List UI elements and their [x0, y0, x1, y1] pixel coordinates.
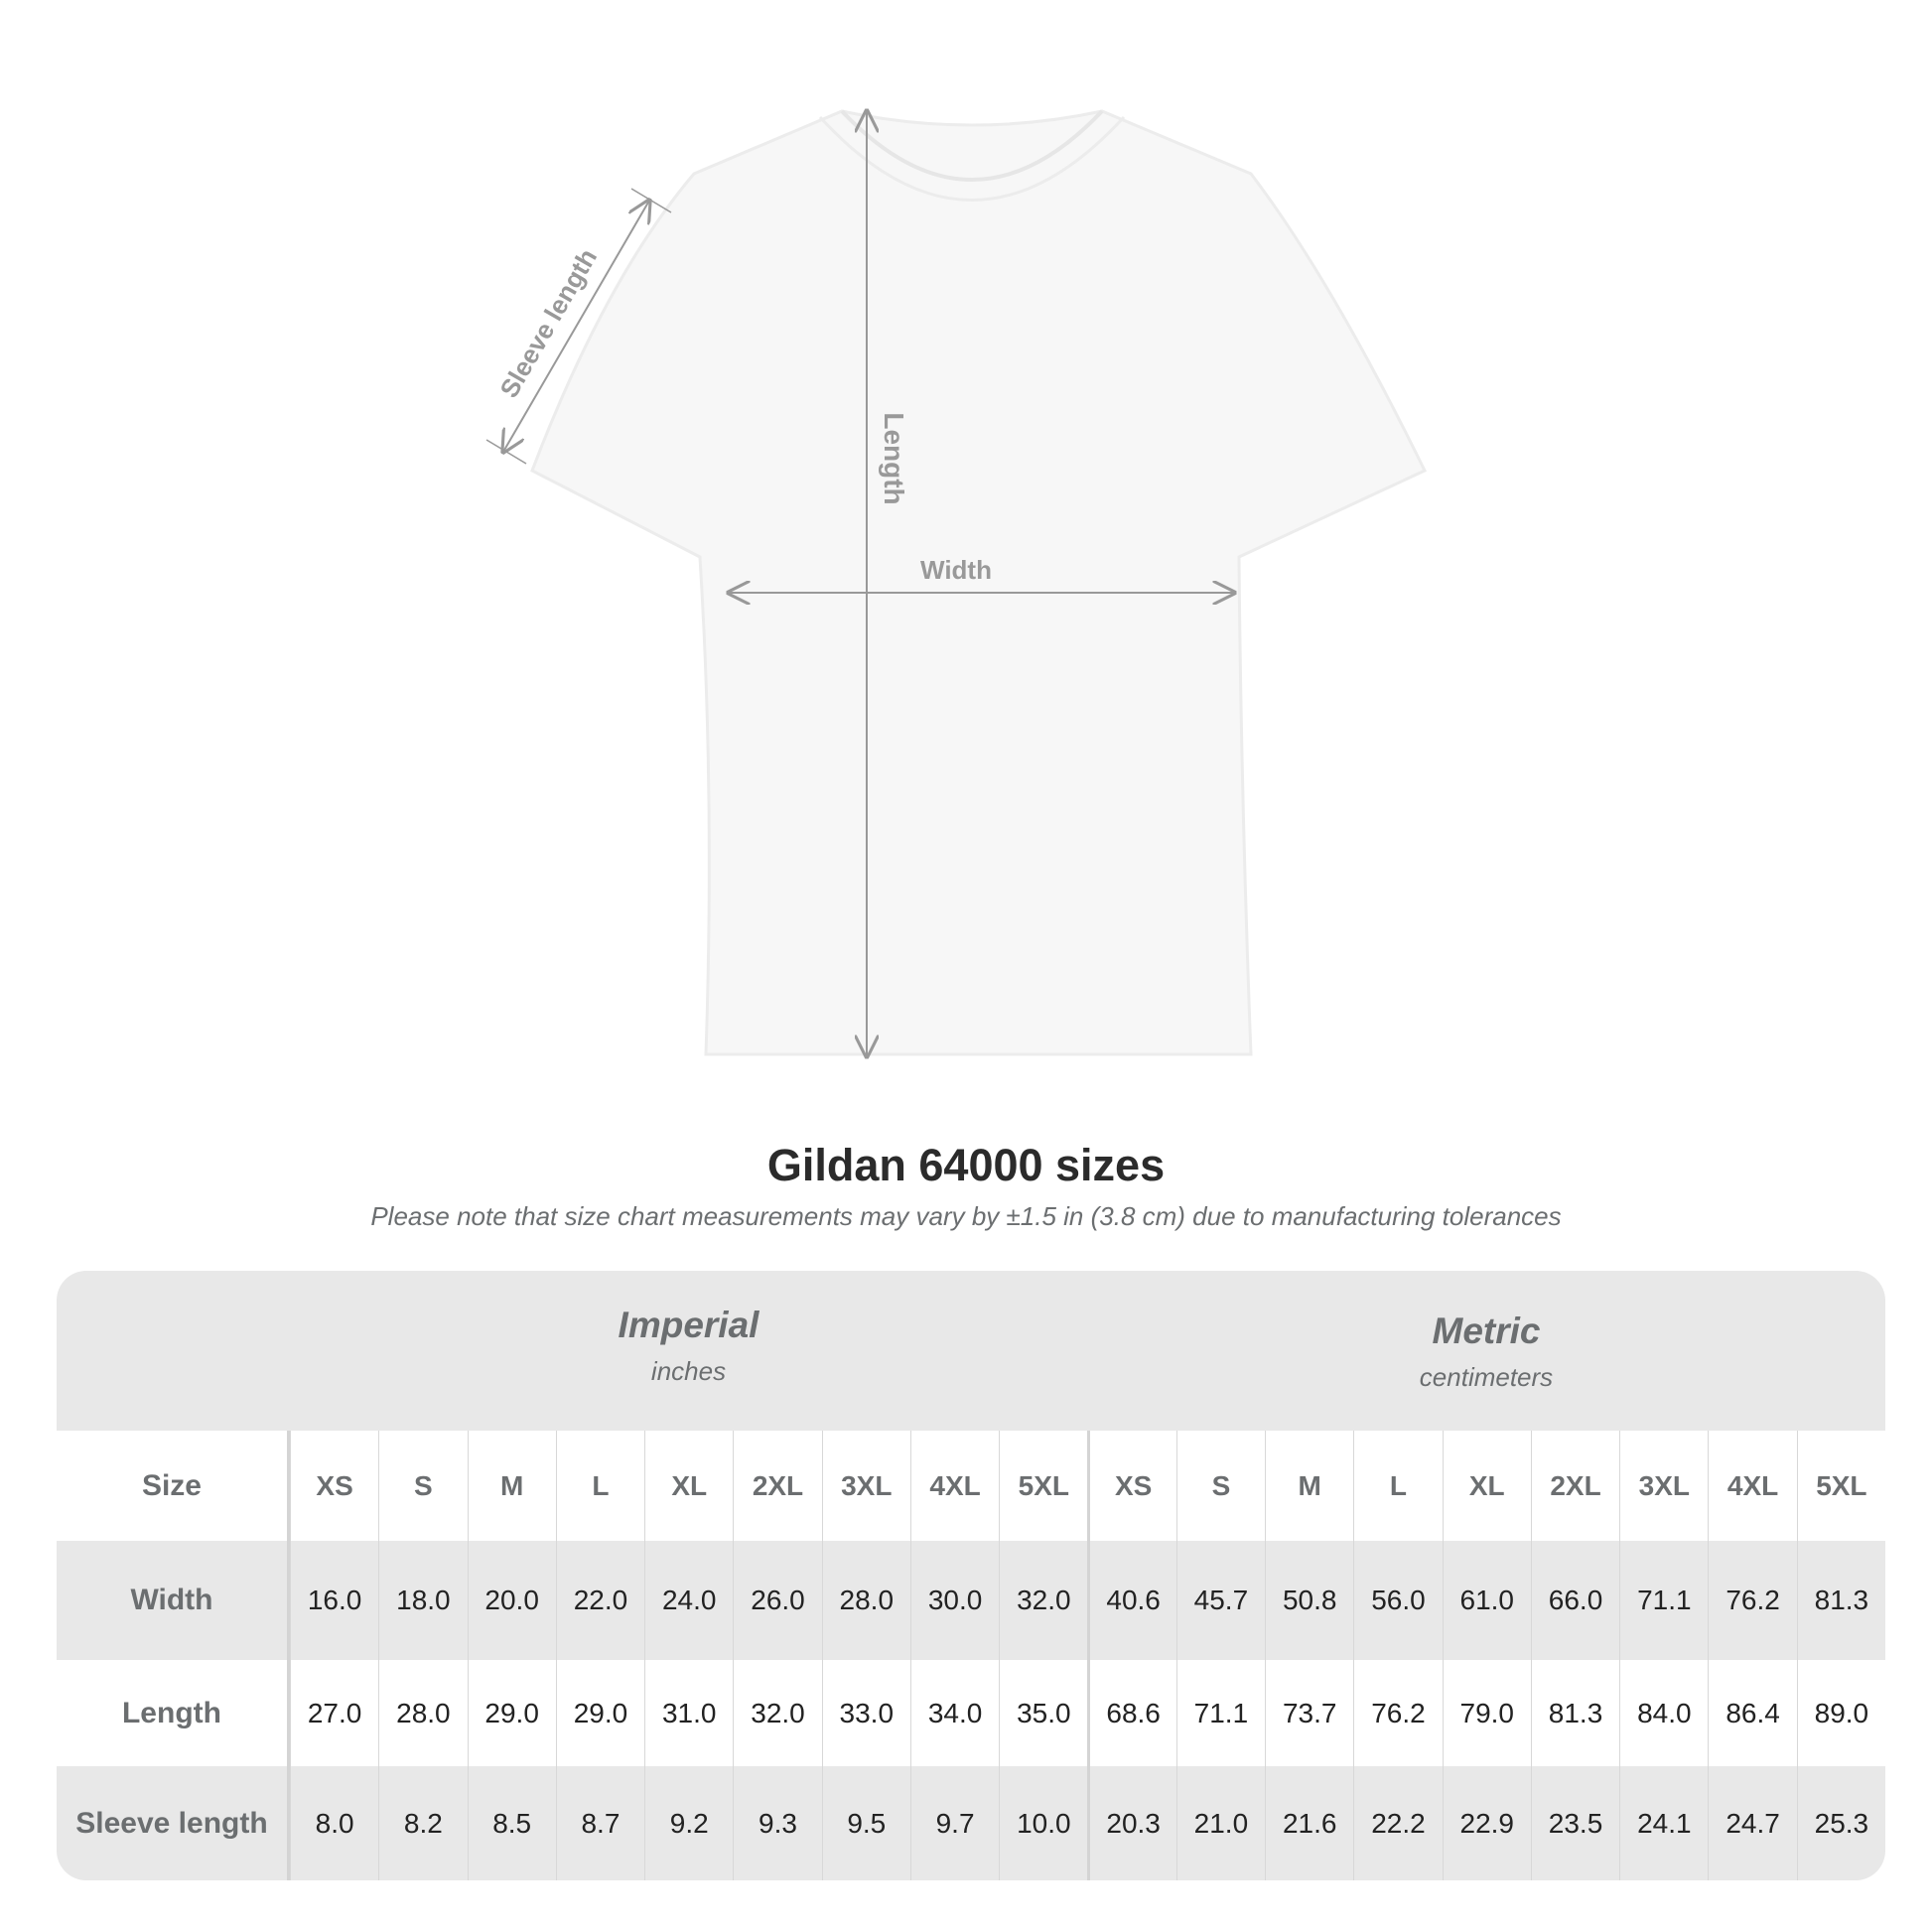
metric-value: 23.5: [1530, 1766, 1619, 1880]
metric-value: 76.2: [1708, 1541, 1796, 1660]
tolerance-note: Please note that size chart measurements…: [370, 1201, 1562, 1231]
table-row: Length 27.0 28.0 29.0 29.0 31.0 32.0 33.0 34.0 35…: [57, 1660, 1885, 1766]
imperial-value: 8.7: [555, 1766, 644, 1880]
table-row: Width 16.0 18.0 20.0 22.0 24.0 26.0 28.0 30.0 32.…: [57, 1541, 1885, 1660]
imperial-value: 9.3: [733, 1766, 821, 1880]
metric-value: 21.0: [1175, 1766, 1265, 1880]
size-header: M: [467, 1431, 556, 1541]
metric-value: 66.0: [1530, 1541, 1619, 1660]
size-header: S: [378, 1431, 467, 1541]
size-header: S: [1175, 1431, 1265, 1541]
size-header: 3XL: [821, 1431, 910, 1541]
metric-value: 25.3: [1796, 1766, 1885, 1880]
size-table: Imperial inches Metric centimeters Size X…: [57, 1271, 1885, 1880]
row-label: Width: [57, 1541, 290, 1660]
metric-value: 56.0: [1353, 1541, 1442, 1660]
metric-value: 24.1: [1619, 1766, 1708, 1880]
size-header: XS: [289, 1431, 378, 1541]
metric-value: 84.0: [1619, 1660, 1708, 1766]
metric-value: 40.6: [1087, 1541, 1175, 1660]
metric-value: 81.3: [1530, 1660, 1619, 1766]
imperial-value: 30.0: [909, 1541, 999, 1660]
imperial-value: 31.0: [644, 1660, 733, 1766]
size-header: 5XL: [999, 1431, 1087, 1541]
size-header: M: [1265, 1431, 1353, 1541]
row-label: Sleeve length: [57, 1766, 290, 1880]
size-header: XL: [644, 1431, 733, 1541]
size-header: 4XL: [1708, 1431, 1796, 1541]
imperial-value: 29.0: [555, 1660, 644, 1766]
size-header: XS: [1087, 1431, 1175, 1541]
page-title: Gildan 64000 sizes: [766, 1140, 1166, 1190]
metric-value: 22.2: [1353, 1766, 1442, 1880]
imperial-value: 29.0: [467, 1660, 556, 1766]
size-header-row: Size XS S M L XL 2XL 3XL 4XL 5XL XS S M L XL 2XL 3XL 4XL 5…: [57, 1431, 1885, 1541]
imperial-value: 33.0: [821, 1660, 910, 1766]
imperial-value: 27.0: [289, 1660, 378, 1766]
imperial-value: 9.2: [644, 1766, 733, 1880]
metric-value: 61.0: [1442, 1541, 1531, 1660]
metric-value: 81.3: [1796, 1541, 1885, 1660]
imperial-value: 9.5: [821, 1766, 910, 1880]
metric-value: 76.2: [1353, 1660, 1442, 1766]
imperial-value: 28.0: [378, 1660, 467, 1766]
table-row: Sleeve length 8.0 8.2 8.5 8.7 9.2 9.3 9.5 9.7 10.…: [57, 1766, 1885, 1880]
imperial-value: 34.0: [909, 1660, 999, 1766]
metric-value: 89.0: [1796, 1660, 1885, 1766]
imperial-value: 20.0: [467, 1541, 556, 1660]
imperial-header: Imperial inches: [618, 1305, 759, 1386]
size-header: L: [555, 1431, 644, 1541]
width-label: Width: [920, 555, 992, 585]
metric-value: 73.7: [1265, 1660, 1353, 1766]
imperial-value: 32.0: [733, 1660, 821, 1766]
size-header: 4XL: [909, 1431, 999, 1541]
imperial-value: 8.2: [378, 1766, 467, 1880]
length-label: Length: [879, 412, 909, 504]
size-header: 3XL: [1619, 1431, 1708, 1541]
metric-value: 20.3: [1087, 1766, 1175, 1880]
size-label: Size: [57, 1431, 290, 1541]
imperial-value: 26.0: [733, 1541, 821, 1660]
sleeve-arrow: [503, 201, 649, 452]
metric-value: 71.1: [1175, 1660, 1265, 1766]
imperial-value: 18.0: [378, 1541, 467, 1660]
imperial-value: 24.0: [644, 1541, 733, 1660]
unit-header: Imperial inches Metric centimeters: [57, 1271, 1885, 1431]
imperial-value: 9.7: [909, 1766, 999, 1880]
metric-value: 86.4: [1708, 1660, 1796, 1766]
size-header: 5XL: [1796, 1431, 1885, 1541]
metric-value: 21.6: [1265, 1766, 1353, 1880]
metric-value: 68.6: [1087, 1660, 1175, 1766]
metric-header: Metric centimeters: [1419, 1311, 1554, 1392]
metric-value: 71.1: [1619, 1541, 1708, 1660]
metric-value: 22.9: [1442, 1766, 1531, 1880]
size-header: L: [1353, 1431, 1442, 1541]
size-header: XL: [1442, 1431, 1531, 1541]
size-header: 2XL: [733, 1431, 821, 1541]
size-header: 2XL: [1530, 1431, 1619, 1541]
imperial-value: 8.5: [467, 1766, 556, 1880]
imperial-value: 22.0: [555, 1541, 644, 1660]
imperial-value: 8.0: [289, 1766, 378, 1880]
metric-value: 24.7: [1708, 1766, 1796, 1880]
imperial-value: 35.0: [999, 1660, 1087, 1766]
row-label: Length: [57, 1660, 290, 1766]
metric-value: 79.0: [1442, 1660, 1531, 1766]
imperial-value: 32.0: [999, 1541, 1087, 1660]
imperial-value: 10.0: [999, 1766, 1087, 1880]
imperial-value: 16.0: [289, 1541, 378, 1660]
metric-value: 45.7: [1175, 1541, 1265, 1660]
metric-value: 50.8: [1265, 1541, 1353, 1660]
tshirt-diagram: Width Length Sleeve length: [485, 0, 1428, 1092]
imperial-value: 28.0: [821, 1541, 910, 1660]
